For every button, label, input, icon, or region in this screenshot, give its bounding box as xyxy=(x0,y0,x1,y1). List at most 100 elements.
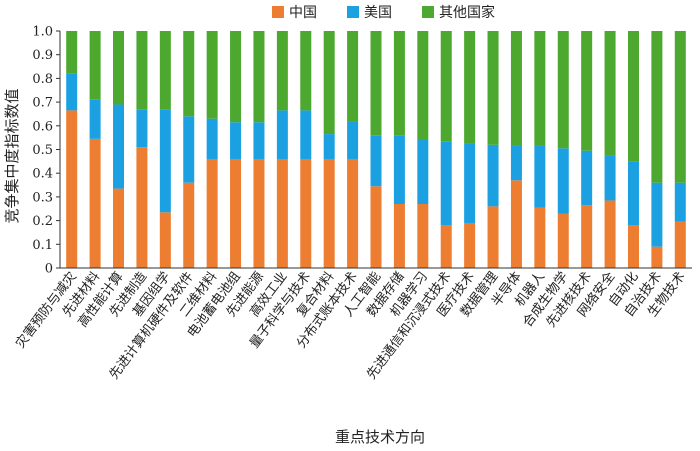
legend-label: 美国 xyxy=(364,5,392,21)
bar-segment-2 xyxy=(230,122,242,159)
bar-segment-3 xyxy=(627,31,639,162)
bar-segment-1 xyxy=(113,188,125,268)
bar-segment-1 xyxy=(440,225,452,268)
y-tick-label: 1.0 xyxy=(32,25,53,40)
bar-segment-1 xyxy=(581,205,593,268)
bar-segment-1 xyxy=(674,221,686,268)
bar-segment-1 xyxy=(253,158,265,268)
bar-segment-1 xyxy=(534,207,546,268)
bar-segment-1 xyxy=(89,138,101,268)
bar-segment-3 xyxy=(651,31,663,183)
bar-segment-2 xyxy=(534,145,546,208)
bar-segment-2 xyxy=(276,110,288,159)
y-tick-label: 0.3 xyxy=(32,190,53,205)
y-axis: 0 0.1 0.2 0.3 0.4 0.5 0.6 0.7 0.8 0.9 1.0 xyxy=(32,25,61,277)
bar-segment-2 xyxy=(417,140,429,205)
bar-segment-3 xyxy=(276,31,288,111)
bar-segment-2 xyxy=(89,99,101,139)
bar-segment-3 xyxy=(534,31,546,146)
bar-segment-3 xyxy=(230,31,242,123)
bar-segment-1 xyxy=(66,110,78,269)
bar-segment-3 xyxy=(417,31,429,141)
bar-segment-3 xyxy=(347,31,359,122)
bar-segment-2 xyxy=(323,134,335,159)
bar-segment-1 xyxy=(323,158,335,268)
bar-segment-1 xyxy=(557,213,569,268)
legend-label: 中国 xyxy=(289,5,317,21)
bar-segment-3 xyxy=(89,31,101,100)
bar-segment-1 xyxy=(417,204,429,268)
bar-segment-3 xyxy=(113,31,125,105)
bar-segment-2 xyxy=(183,116,195,183)
plot-area xyxy=(66,31,686,269)
y-tick-label: 0.2 xyxy=(32,214,53,229)
bar-segment-3 xyxy=(253,31,265,123)
bar-segment-1 xyxy=(347,158,359,268)
y-tick-label: 0.7 xyxy=(32,96,53,111)
bar-segment-1 xyxy=(487,206,499,268)
legend: 中国 美国 其他国家 xyxy=(272,4,495,21)
y-tick-label: 0.6 xyxy=(32,119,53,134)
bar-segment-3 xyxy=(183,31,195,117)
bar-segment-2 xyxy=(651,182,663,247)
bar-segment-2 xyxy=(136,109,148,148)
bar-segment-2 xyxy=(113,104,125,189)
bar-segment-1 xyxy=(183,182,195,268)
bar-segment-1 xyxy=(393,204,405,268)
y-axis-title: 竞争集中度指标数值 xyxy=(3,88,21,223)
bar-segment-2 xyxy=(604,155,616,201)
legend-label: 其他国家 xyxy=(439,4,495,21)
bar-segment-2 xyxy=(206,118,218,159)
bar-segment-2 xyxy=(300,110,312,159)
x-axis: 灾害预防与减灾先进材料高性能计算先进制造基因组学先进计算机硬件及软件二维材料电池… xyxy=(12,267,692,382)
bar-segment-3 xyxy=(136,31,148,110)
bar-segment-2 xyxy=(253,122,265,159)
y-tick-label: 0.1 xyxy=(32,238,53,253)
bar-segment-3 xyxy=(604,31,616,156)
x-axis-title: 重点技术方向 xyxy=(335,428,425,446)
bar-segment-2 xyxy=(674,182,686,222)
bar-segment-3 xyxy=(510,31,522,146)
bar-segment-2 xyxy=(627,161,639,226)
y-tick-label: 0.8 xyxy=(32,72,53,87)
y-tick-label: 0 xyxy=(45,262,53,277)
bar-segment-2 xyxy=(510,145,522,181)
bar-segment-3 xyxy=(464,31,476,144)
bar-segment-3 xyxy=(487,31,499,145)
y-tick-label: 0.5 xyxy=(32,143,53,158)
legend-swatch xyxy=(272,6,284,18)
bar-segment-1 xyxy=(370,186,382,268)
bar-segment-3 xyxy=(66,31,78,74)
bar-segment-2 xyxy=(557,148,569,214)
bar-segment-2 xyxy=(159,109,171,213)
bar-segment-2 xyxy=(581,150,593,206)
bar-segment-1 xyxy=(136,147,148,268)
bar-segment-2 xyxy=(393,135,405,205)
bar-segment-1 xyxy=(464,222,476,268)
bar-segment-2 xyxy=(464,143,476,223)
y-tick-label: 0.9 xyxy=(32,48,53,63)
bar-segment-3 xyxy=(300,31,312,111)
bar-segment-1 xyxy=(300,158,312,268)
bar-segment-3 xyxy=(206,31,218,119)
y-tick-label: 0.4 xyxy=(32,167,53,182)
bar-segment-3 xyxy=(557,31,569,149)
bar-segment-1 xyxy=(651,246,663,268)
bar-segment-3 xyxy=(159,31,171,110)
bar-segment-2 xyxy=(487,144,499,207)
bar-segment-1 xyxy=(159,212,171,268)
bar-segment-3 xyxy=(581,31,593,151)
bar-segment-1 xyxy=(510,180,522,268)
bar-segment-1 xyxy=(206,158,218,268)
bar-segment-1 xyxy=(276,158,288,268)
bar-segment-3 xyxy=(674,31,686,183)
bar-segment-2 xyxy=(66,73,78,111)
bar-segment-2 xyxy=(347,121,359,159)
bar-segment-3 xyxy=(440,31,452,142)
bar-segment-1 xyxy=(627,225,639,268)
bar-segment-1 xyxy=(230,158,242,268)
bar-segment-3 xyxy=(393,31,405,136)
bar-segment-1 xyxy=(604,200,616,268)
bar-segment-2 xyxy=(440,141,452,226)
